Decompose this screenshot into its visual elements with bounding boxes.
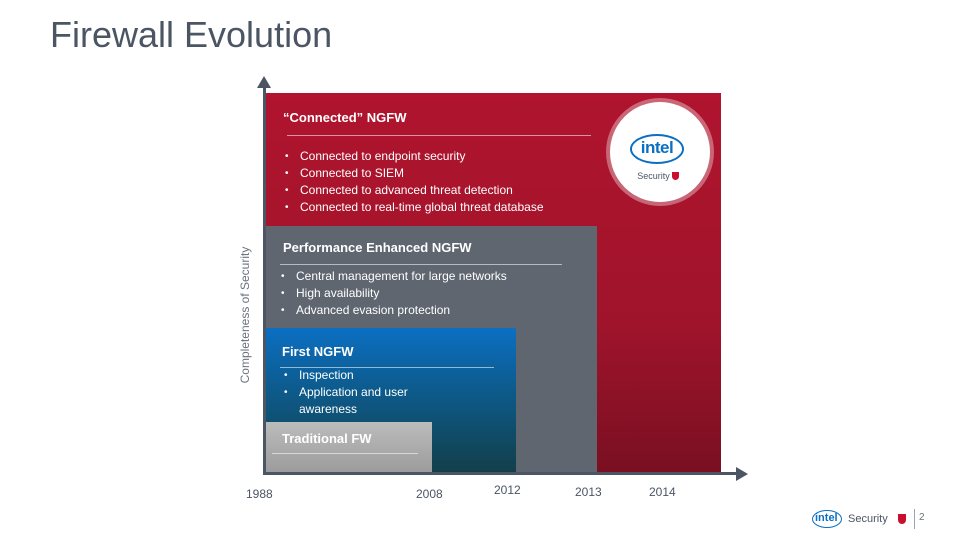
list-item: Central management for large networks [279, 268, 507, 285]
year-label: 2012 [494, 483, 521, 497]
list-item: Connected to real-time global threat dat… [283, 199, 544, 216]
list-item: Connected to SIEM [283, 165, 544, 182]
list-item: Connected to endpoint security [283, 148, 544, 165]
x-axis [263, 472, 739, 475]
x-axis-arrow-icon [736, 467, 748, 481]
year-label: 1988 [246, 487, 273, 501]
performance-ngfw-title: Performance Enhanced NGFW [283, 240, 472, 255]
year-label: 2008 [416, 487, 443, 501]
year-label: 2014 [649, 485, 676, 499]
traditional-separator [272, 453, 418, 454]
shield-icon [671, 172, 679, 180]
connected-bullets: Connected to endpoint security Connected… [283, 148, 544, 216]
traditional-fw-block [266, 422, 432, 472]
shield-icon [898, 514, 906, 524]
footer-security-text: Security [848, 513, 888, 525]
traditional-fw-title: Traditional FW [282, 431, 372, 446]
list-item: Advanced evasion protection [279, 302, 507, 319]
footer-divider [914, 509, 915, 529]
connected-separator [287, 135, 591, 136]
page-title: Firewall Evolution [50, 14, 333, 55]
y-axis-label: Completeness of Security [238, 246, 252, 384]
intel-ring-icon [812, 510, 842, 528]
footer-intel-text: intel [815, 512, 838, 524]
list-item: Application and user awareness [282, 384, 462, 418]
page-number: 2 [919, 512, 925, 523]
performance-separator [280, 264, 562, 265]
connected-ngfw-title: “Connected” NGFW [283, 110, 407, 125]
first-ngfw-title: First NGFW [282, 344, 354, 359]
first-bullets: Inspection Application and user awarenes… [282, 367, 462, 418]
list-item: Inspection [282, 367, 462, 384]
intel-logo-text: intel [640, 138, 674, 157]
intel-ring-icon [630, 134, 684, 164]
list-item: High availability [279, 285, 507, 302]
list-item: Connected to advanced threat detection [283, 182, 544, 199]
y-axis [263, 86, 266, 474]
y-axis-arrow-icon [257, 76, 271, 88]
security-logo-text: Security [626, 171, 690, 181]
footer-intel-security-logo: intel Security [812, 508, 908, 530]
performance-bullets: Central management for large networks Hi… [279, 268, 507, 319]
year-label: 2013 [575, 485, 602, 499]
